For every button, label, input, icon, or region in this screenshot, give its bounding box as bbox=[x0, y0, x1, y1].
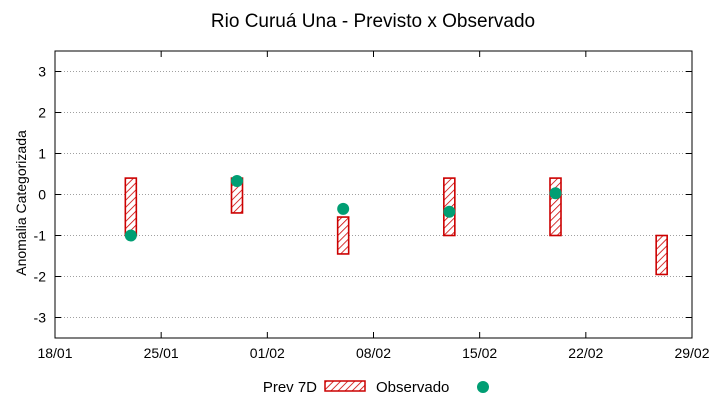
legend: Prev 7D Observado bbox=[263, 379, 489, 396]
grid bbox=[55, 71, 692, 318]
y-tick-label: -2 bbox=[34, 269, 47, 285]
y-tick-label: -1 bbox=[34, 228, 47, 244]
x-tick-label: 08/02 bbox=[356, 345, 391, 361]
x-tick-label: 18/01 bbox=[37, 345, 72, 361]
observed-point bbox=[443, 205, 456, 218]
y-tick-label: -3 bbox=[34, 310, 47, 326]
y-tick-label: 0 bbox=[38, 187, 46, 203]
observed-point bbox=[124, 229, 137, 242]
observed-point bbox=[549, 187, 562, 200]
y-ticks: -3 -2 -1 0 1 2 3 bbox=[34, 64, 692, 326]
legend-marker-forecast bbox=[324, 380, 366, 392]
forecast-range-box bbox=[549, 177, 562, 237]
y-tick-label: 3 bbox=[38, 64, 46, 80]
forecast-series bbox=[124, 177, 668, 276]
x-tick-label: 01/02 bbox=[250, 345, 285, 361]
legend-label-forecast: Prev 7D bbox=[263, 379, 317, 396]
x-ticks: 18/01 25/01 01/02 08/02 15/02 22/02 29/02 bbox=[37, 51, 710, 361]
x-tick-label: 25/01 bbox=[144, 345, 179, 361]
y-tick-label: 2 bbox=[38, 105, 46, 121]
forecast-range-box bbox=[655, 234, 668, 276]
y-tick-label: 1 bbox=[38, 146, 46, 162]
forecast-range-box bbox=[336, 216, 350, 255]
x-tick-label: 22/02 bbox=[568, 345, 603, 361]
x-tick-label: 15/02 bbox=[462, 345, 497, 361]
x-tick-label: 29/02 bbox=[674, 345, 709, 361]
observed-point bbox=[337, 202, 350, 215]
forecast-range-box bbox=[124, 177, 138, 237]
legend-label-observed: Observado bbox=[376, 379, 449, 396]
legend-marker-observed bbox=[477, 381, 489, 393]
observed-point bbox=[231, 174, 243, 187]
observed-series bbox=[124, 174, 562, 242]
chart-title: Rio Curuá Una - Previsto x Observado bbox=[211, 11, 535, 32]
y-axis-label: Anomalia Categorizada bbox=[13, 130, 29, 276]
